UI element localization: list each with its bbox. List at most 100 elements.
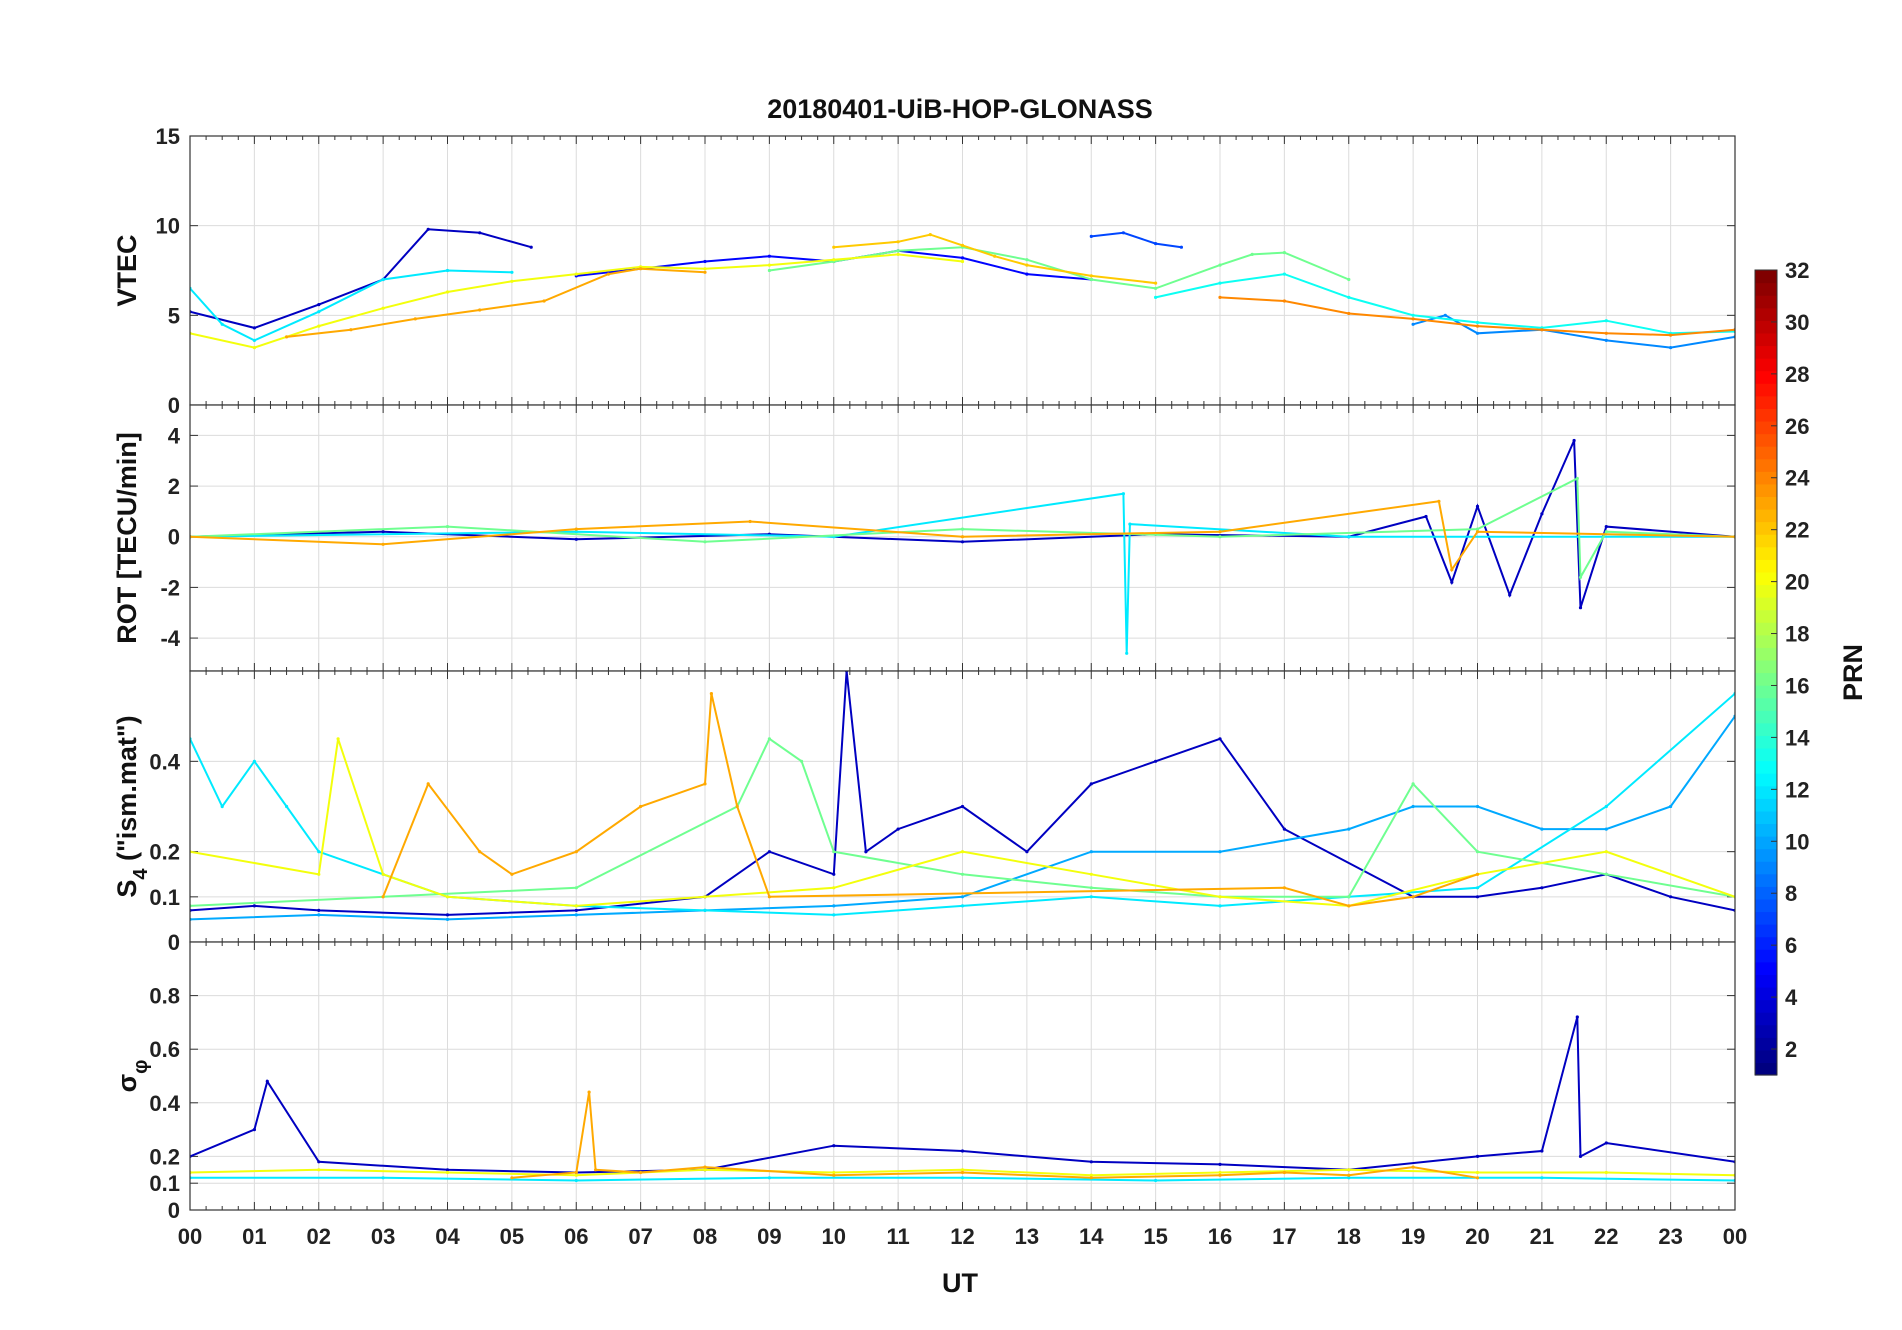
x-tick-labels: 00 01 02 03 04 05 06 07 08 09 10 11 12 13 14 15 16 17 18 19… bbox=[178, 1224, 1747, 1249]
panel-sigma-series bbox=[190, 1015, 1735, 1183]
data-point bbox=[896, 249, 900, 253]
data-point bbox=[1572, 438, 1576, 443]
data-point bbox=[1475, 1154, 1480, 1158]
data-point bbox=[832, 1170, 836, 1175]
data-point bbox=[1578, 1154, 1583, 1158]
data-point bbox=[1669, 895, 1673, 899]
data-point bbox=[1540, 1149, 1544, 1153]
x-tick-label: 00 bbox=[178, 1224, 202, 1249]
panel-rot: -4 -2 0 2 4 ROT [TECU/min] bbox=[112, 404, 1736, 672]
data-point bbox=[445, 525, 450, 529]
data-point bbox=[1347, 904, 1351, 908]
data-point bbox=[1411, 1165, 1415, 1169]
data-point bbox=[445, 917, 450, 922]
colorbar-step bbox=[1755, 647, 1777, 661]
data-point bbox=[220, 322, 224, 326]
data-point bbox=[832, 1173, 836, 1177]
data-point bbox=[896, 240, 900, 244]
data-point bbox=[1575, 1015, 1579, 1019]
data-point bbox=[1089, 274, 1093, 278]
data-point bbox=[1347, 1173, 1351, 1177]
data-point bbox=[336, 737, 340, 741]
data-point bbox=[510, 270, 514, 274]
data-point bbox=[703, 267, 707, 271]
data-point bbox=[1578, 575, 1583, 579]
y-tick-label: 0 bbox=[168, 930, 180, 955]
data-point bbox=[1154, 286, 1158, 290]
x-tick-label: 16 bbox=[1208, 1224, 1232, 1249]
data-point bbox=[252, 1128, 256, 1132]
data-point bbox=[252, 326, 256, 330]
x-tick-label: 19 bbox=[1401, 1224, 1425, 1249]
data-point bbox=[317, 1160, 321, 1164]
x-tick-label: 01 bbox=[242, 1224, 266, 1249]
x-tick-label: 14 bbox=[1079, 1224, 1104, 1249]
colorbar-tick-label: 30 bbox=[1785, 310, 1809, 335]
data-point bbox=[252, 759, 256, 763]
data-point bbox=[1025, 263, 1029, 267]
data-point bbox=[285, 804, 289, 809]
colorbar-step bbox=[1755, 622, 1777, 636]
data-point bbox=[1121, 492, 1125, 496]
data-point bbox=[1154, 281, 1158, 285]
data-point bbox=[832, 245, 836, 249]
data-point bbox=[767, 1176, 772, 1180]
data-point bbox=[1475, 331, 1480, 335]
y-tick-label: 0.1 bbox=[149, 885, 180, 910]
data-point bbox=[1540, 512, 1544, 516]
data-point bbox=[832, 872, 836, 876]
series-line bbox=[190, 476, 1735, 581]
data-point bbox=[748, 519, 752, 524]
data-point bbox=[1475, 527, 1480, 531]
colorbar-border bbox=[1754, 269, 1778, 1076]
colorbar-step bbox=[1755, 408, 1777, 422]
colorbar-step bbox=[1755, 270, 1777, 284]
colorbar-step bbox=[1755, 458, 1777, 472]
x-tick-label: 05 bbox=[500, 1224, 524, 1249]
data-point bbox=[1411, 322, 1415, 326]
colorbar-step bbox=[1755, 307, 1777, 321]
data-point bbox=[1604, 872, 1608, 876]
data-point bbox=[960, 1149, 965, 1153]
data-point bbox=[703, 540, 707, 544]
data-point bbox=[1347, 277, 1351, 282]
y-tick-label: 5 bbox=[168, 303, 180, 328]
colorbar-step bbox=[1755, 1049, 1777, 1064]
panel-vtec: 0 5 10 15 VTEC bbox=[112, 124, 1736, 418]
data-point bbox=[1218, 1170, 1222, 1175]
data-point bbox=[1282, 272, 1286, 276]
colorbar-tick-label: 22 bbox=[1785, 518, 1809, 543]
data-point bbox=[317, 310, 321, 314]
data-point bbox=[606, 272, 611, 276]
data-point bbox=[220, 804, 224, 809]
x-tick-label: 18 bbox=[1337, 1224, 1361, 1249]
data-point bbox=[1282, 251, 1286, 255]
data-point bbox=[864, 850, 868, 854]
data-point bbox=[1282, 1170, 1286, 1175]
data-point bbox=[1218, 1162, 1222, 1166]
data-point bbox=[574, 537, 578, 541]
data-point bbox=[1089, 872, 1093, 876]
data-point bbox=[703, 895, 707, 899]
data-point bbox=[1218, 904, 1222, 908]
y-tick-label: 0.8 bbox=[149, 984, 180, 1009]
colorbar-step bbox=[1755, 697, 1777, 711]
panel-s4: 0 0.1 0.2 0.4S4 ("ism.mat") bbox=[112, 670, 1736, 955]
colorbar-tick-label: 20 bbox=[1785, 570, 1809, 595]
x-tick-label: 20 bbox=[1465, 1224, 1489, 1249]
data-point bbox=[1154, 1178, 1158, 1183]
data-point bbox=[426, 227, 430, 231]
data-point bbox=[574, 1178, 578, 1183]
series-line bbox=[286, 267, 706, 338]
data-point bbox=[317, 872, 321, 876]
data-point bbox=[1025, 850, 1029, 854]
data-point bbox=[703, 782, 707, 786]
data-point bbox=[703, 908, 707, 913]
x-tick-label: 15 bbox=[1143, 1224, 1167, 1249]
data-point bbox=[1282, 886, 1286, 890]
data-point bbox=[1250, 252, 1254, 256]
y-tick-label: 0 bbox=[168, 1198, 180, 1223]
colorbar-tick-label: 8 bbox=[1785, 881, 1797, 906]
